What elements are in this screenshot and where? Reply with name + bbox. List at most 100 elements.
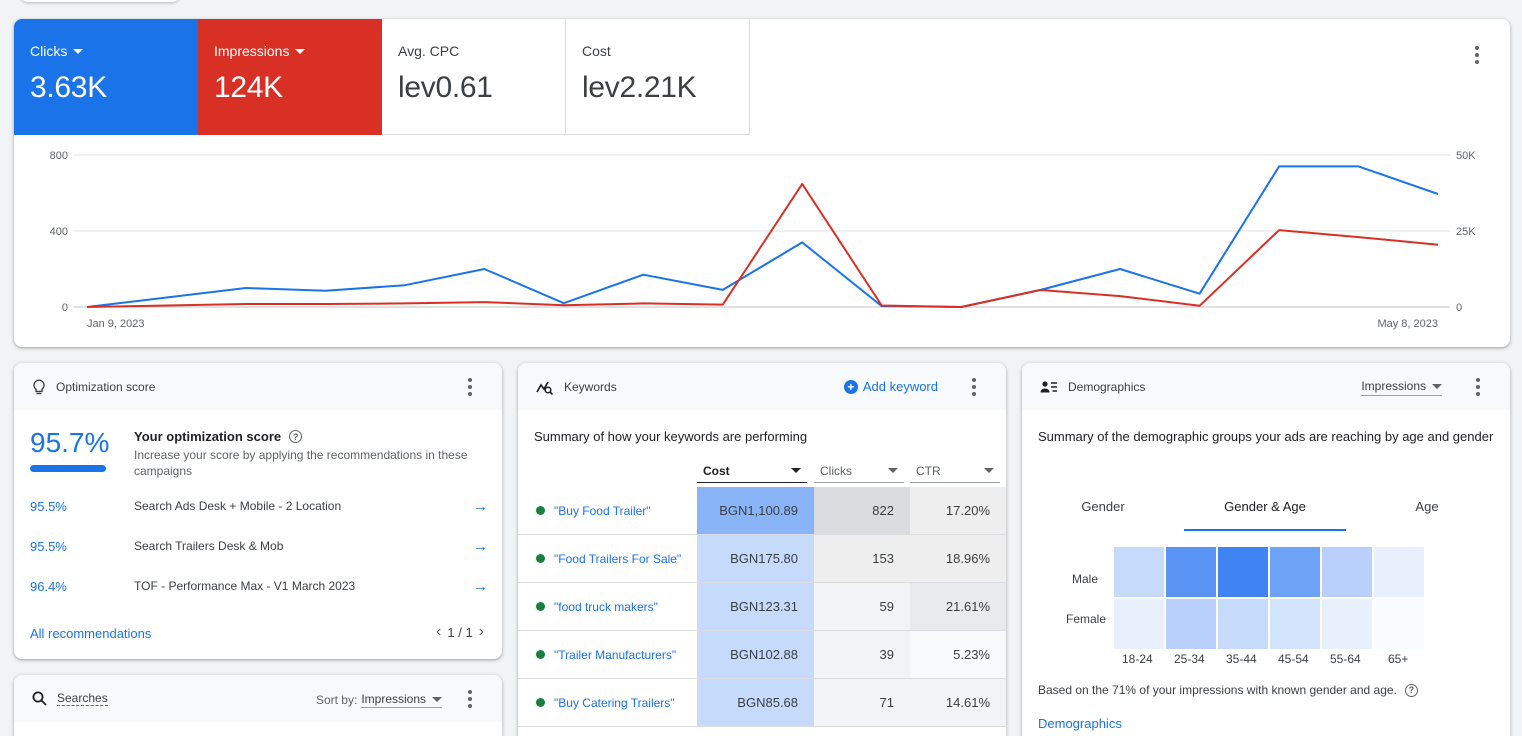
keywords-summary: Summary of how your keywords are perform… <box>534 429 808 444</box>
card-header: Demographics <box>1022 363 1510 410</box>
tab-age[interactable]: Age <box>1415 499 1439 514</box>
help-icon[interactable]: ? <box>1404 683 1418 697</box>
cost-cell: BGN102.88 <box>697 631 814 678</box>
arrow-right-icon[interactable]: → <box>473 537 488 555</box>
y-left-tick: 400 <box>50 226 68 238</box>
cost-cell: BGN123.31 <box>697 583 814 630</box>
y-left-tick: 0 <box>62 302 68 314</box>
x-tick-start: Jan 9, 2023 <box>87 318 145 330</box>
chevron-left-icon[interactable]: ‹ <box>436 623 442 640</box>
search-icon <box>32 691 47 706</box>
ctr-cell: 5.23% <box>910 631 1006 678</box>
heatmap-cell <box>1218 599 1268 649</box>
table-row: "Buy Food Trailer" BGN1,100.89 822 17.20… <box>518 487 1006 535</box>
tab-gender-age[interactable]: Gender & Age <box>1184 499 1346 531</box>
y-right-tick: 0 <box>1456 302 1462 314</box>
campaign-name: Search Trailers Desk & Mob <box>134 539 284 553</box>
chevron-right-icon[interactable]: › <box>478 623 484 640</box>
chevron-down-icon <box>295 48 306 54</box>
keyword-link[interactable]: "Buy Catering Trailers" <box>554 695 675 710</box>
metric-avg-cpc-value: lev0.61 <box>398 71 493 104</box>
row-label-female: Female <box>1066 612 1107 626</box>
card-title: Demographics <box>1068 379 1146 394</box>
sort-dropdown[interactable]: Impressions <box>361 692 442 708</box>
heatmap-cell <box>1322 547 1372 597</box>
optimization-score-value: 95.7% <box>30 427 110 458</box>
tab-gender[interactable]: Gender <box>1081 499 1125 514</box>
add-keyword-button[interactable]: + Add keyword <box>843 379 938 394</box>
recommendation-score: 95.5% <box>30 538 67 554</box>
help-icon[interactable]: ? <box>289 430 303 443</box>
optimization-score-card: Optimization score 95.7% Your optimizati… <box>14 363 502 659</box>
sort-value: Impressions <box>361 692 426 706</box>
card-header: Searches <box>14 675 502 722</box>
metric-dropdown[interactable]: Impressions <box>1361 379 1442 396</box>
clicks-cell: 39 <box>814 631 910 678</box>
more-options-icon[interactable] <box>458 687 482 711</box>
ctr-cell: 14.61% <box>910 679 1006 726</box>
card-title: Optimization score <box>56 379 156 394</box>
heatmap-cell <box>1270 547 1320 597</box>
keyword-link[interactable]: "Trailer Manufacturers" <box>554 647 677 662</box>
arrow-right-icon[interactable]: → <box>473 497 488 515</box>
column-label: Clicks <box>820 463 852 478</box>
demographics-summary: Summary of the demographic groups your a… <box>1038 429 1494 444</box>
chevron-down-icon <box>432 696 442 702</box>
keyword-link[interactable]: "Food Trailers For Sale" <box>554 551 682 566</box>
keywords-card: Keywords + Add keyword Summary of how yo… <box>518 363 1006 736</box>
recommendation-row[interactable]: 95.5% Search Trailers Desk & Mob → <box>30 536 488 556</box>
ctr-cell: 17.20% <box>910 487 1006 534</box>
heatmap-cell <box>1166 547 1216 597</box>
column-header-cost[interactable]: Cost <box>697 459 807 483</box>
chevron-down-icon <box>984 468 994 473</box>
metric-clicks[interactable]: Clicks 3.63K <box>14 19 198 135</box>
series-line-clicks <box>86 165 1439 308</box>
optimization-heading: Your optimization score <box>134 429 282 444</box>
ctr-cell: 21.61% <box>910 583 1006 630</box>
age-label: 35-44 <box>1226 652 1257 666</box>
card-title[interactable]: Searches <box>57 691 108 706</box>
heatmap-cell <box>1322 599 1372 649</box>
column-header-ctr[interactable]: CTR <box>910 459 1000 483</box>
heatmap-cell <box>1218 547 1268 597</box>
more-options-icon[interactable] <box>962 375 986 399</box>
demographics-note: Based on the 71% of your impressions wit… <box>1038 683 1397 697</box>
metric-cost[interactable]: Cost lev2.21K <box>566 19 750 135</box>
metric-clicks-value: 3.63K <box>30 71 107 104</box>
y-right-tick: 25K <box>1456 226 1476 238</box>
keyword-link[interactable]: "Buy Food Trailer" <box>554 503 651 518</box>
cost-cell: BGN85.68 <box>697 679 814 726</box>
metric-dropdown-value: Impressions <box>1361 379 1426 393</box>
all-recommendations-link[interactable]: All recommendations <box>30 626 152 641</box>
metric-cost-label: Cost <box>582 43 611 59</box>
keyword-link[interactable]: "food truck makers" <box>554 599 658 614</box>
row-label-male: Male <box>1072 572 1099 586</box>
performance-overview-card: Clicks 3.63K Impressions 124K Avg. CPC l… <box>14 19 1510 347</box>
metric-avg-cpc[interactable]: Avg. CPC lev0.61 <box>382 19 566 135</box>
clicks-cell: 153 <box>814 535 910 582</box>
chevron-down-icon <box>73 48 84 54</box>
performance-line-chart: 800 400 0 50K 25K 0 Jan 9, 2023 May 8, 2… <box>50 150 1477 330</box>
arrow-right-icon[interactable]: → <box>473 577 488 595</box>
recommendation-row[interactable]: 95.5% Search Ads Desk + Mobile - 2 Locat… <box>30 496 488 516</box>
searches-card: Searches Sort by: Impressions <box>14 675 502 736</box>
more-options-icon[interactable] <box>1466 375 1490 399</box>
more-options-icon[interactable] <box>1465 43 1489 67</box>
y-left-tick: 800 <box>50 150 68 162</box>
column-header-clicks[interactable]: Clicks <box>814 459 904 483</box>
top-tab-stub <box>20 0 180 2</box>
add-icon: + <box>843 379 858 394</box>
status-enabled-icon <box>536 506 545 515</box>
metric-impressions-label: Impressions <box>214 43 290 59</box>
clicks-cell: 59 <box>814 583 910 630</box>
metric-impressions[interactable]: Impressions 124K <box>198 19 382 135</box>
sort-label: Sort by: <box>315 693 358 707</box>
chart-gridlines <box>74 154 1450 308</box>
status-enabled-icon <box>536 602 545 611</box>
demographics-link[interactable]: Demographics <box>1038 716 1122 731</box>
recommendation-row[interactable]: 96.4% TOF - Performance Max - V1 March 2… <box>30 576 488 596</box>
recommendation-score: 96.4% <box>30 578 67 594</box>
table-row: "Food Trailers For Sale" BGN175.80 153 1… <box>518 535 1006 583</box>
more-options-icon[interactable] <box>458 375 482 399</box>
card-header: Optimization score <box>14 363 502 410</box>
